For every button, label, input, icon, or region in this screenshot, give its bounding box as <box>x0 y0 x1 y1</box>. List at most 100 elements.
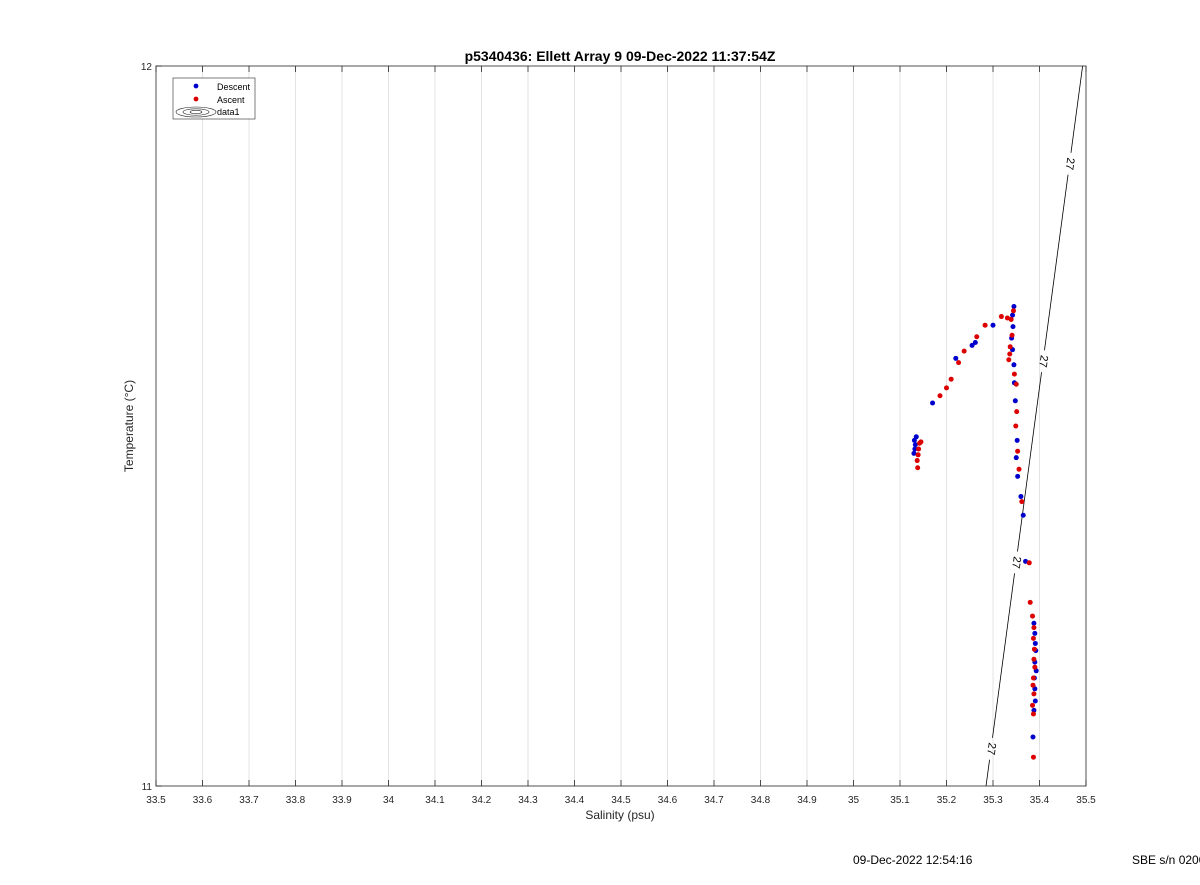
y-tick-label: 11 <box>142 782 153 793</box>
contour-segment <box>1044 174 1069 351</box>
x-tick-label: 34.8 <box>751 795 771 806</box>
descent-point <box>969 342 975 348</box>
ascent-point <box>1011 371 1017 377</box>
ascent-point <box>1030 635 1036 641</box>
ascent-point <box>1013 381 1019 387</box>
ascent-point <box>1026 560 1032 566</box>
x-tick-label: 34.4 <box>565 795 585 806</box>
contour-segment <box>1070 66 1084 153</box>
x-tick-label: 34.3 <box>518 795 538 806</box>
x-tick-label: 35 <box>848 795 860 806</box>
ascent-point <box>1030 675 1036 681</box>
descent-point <box>911 450 917 456</box>
x-tick-label: 33.7 <box>239 795 259 806</box>
ascent-point <box>937 393 943 399</box>
descent-point <box>913 434 919 440</box>
contour-label: 27 <box>1063 157 1077 171</box>
descent-point <box>1032 630 1038 636</box>
x-tick-label: 34.9 <box>797 795 817 806</box>
descent-point <box>1011 362 1017 368</box>
ascent-point <box>1030 613 1036 619</box>
contour-segment <box>992 573 1015 738</box>
descent-point <box>990 322 996 328</box>
descent-point <box>1014 437 1020 443</box>
x-tick-label: 35.5 <box>1076 795 1096 806</box>
ascent-point <box>918 439 924 445</box>
ascent-point <box>1030 754 1036 760</box>
descent-point <box>1011 303 1017 309</box>
descent-point <box>953 355 959 361</box>
x-tick-label: 34.7 <box>704 795 724 806</box>
ascent-point <box>1031 646 1037 652</box>
x-tick-label: 33.9 <box>332 795 352 806</box>
legend-contour-label: data1 <box>217 107 240 117</box>
ascent-point <box>1014 409 1020 415</box>
descent-point <box>1018 494 1024 500</box>
descent-point <box>1012 398 1018 404</box>
descent-point <box>1010 312 1016 318</box>
contour-label: 27 <box>1009 556 1023 570</box>
legend-ascent-label: Ascent <box>217 95 245 105</box>
x-tick-label: 35.3 <box>983 795 1003 806</box>
ascent-point <box>1016 466 1022 472</box>
series-ascent <box>914 308 1038 760</box>
descent-point <box>1010 324 1016 330</box>
y-tick-label: 12 <box>141 62 153 73</box>
descent-point <box>972 339 978 345</box>
ascent-point <box>1009 332 1015 338</box>
x-tick-label: 33.8 <box>286 795 306 806</box>
density-contour: 27 27 27 27 <box>984 66 1084 786</box>
legend-ascent-marker <box>193 96 199 102</box>
x-tick-label: 34.6 <box>658 795 678 806</box>
contour-label: 27 <box>984 742 998 756</box>
ascent-point <box>1030 682 1036 688</box>
descent-point <box>1030 734 1036 740</box>
descent-point <box>1013 455 1019 461</box>
ascent-point <box>914 458 920 464</box>
contour-label: 27 <box>1036 354 1050 368</box>
ascent-point <box>915 452 921 458</box>
ascent-point <box>1027 599 1033 605</box>
ascent-point <box>916 446 922 452</box>
footer-datetime: 09-Dec-2022 12:54:16 <box>853 853 973 867</box>
x-tick-label: 34.2 <box>472 795 492 806</box>
ascent-point <box>1031 625 1037 631</box>
ascent-point <box>1030 702 1036 708</box>
x-tick-label: 33.5 <box>146 795 166 806</box>
series-descent <box>911 303 1039 740</box>
contour-segment <box>1017 372 1042 552</box>
legend-box <box>172 77 256 120</box>
contour-segment <box>985 759 990 786</box>
x-tick-label: 35.1 <box>890 795 910 806</box>
footer-serial: SBE s/n 0200 <box>1132 853 1200 867</box>
ascent-point <box>1015 448 1021 454</box>
ascent-point <box>1031 691 1037 697</box>
legend-descent-marker <box>193 83 199 89</box>
ascent-point <box>956 360 962 366</box>
ascent-point <box>1010 308 1016 314</box>
plot-frame <box>155 65 1087 787</box>
y-axis-label: Temperature (°C) <box>122 380 136 472</box>
ascent-point <box>1008 316 1014 322</box>
x-tick-label: 34.1 <box>425 795 445 806</box>
x-tick-label: 35.4 <box>1030 795 1050 806</box>
ascent-point <box>998 314 1004 320</box>
ascent-point <box>1032 664 1038 670</box>
ascent-point <box>974 334 980 340</box>
descent-point <box>1020 512 1026 518</box>
legend-descent-label: Descent <box>217 82 251 92</box>
ascent-point <box>948 376 954 382</box>
axes: 33.5 33.6 33.7 33.8 33.9 34 34.1 34.2 34.3 34.4 34… <box>141 62 1096 806</box>
ascent-point <box>1007 351 1013 357</box>
ascent-point <box>1030 711 1036 717</box>
vertical-gridlines <box>202 66 1040 786</box>
data-points <box>911 303 1039 760</box>
descent-point <box>1032 640 1038 646</box>
descent-point <box>1032 698 1038 704</box>
legend-contour-icon <box>175 106 217 118</box>
descent-point <box>1031 620 1037 626</box>
legend: Descent Ascent data1 <box>172 77 256 120</box>
descent-point <box>912 442 918 448</box>
ascent-point <box>944 385 949 391</box>
ascent-point <box>1006 357 1012 363</box>
